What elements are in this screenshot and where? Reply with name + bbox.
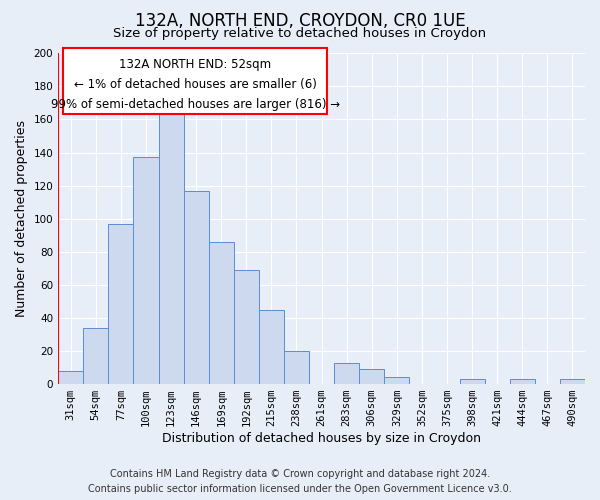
Y-axis label: Number of detached properties: Number of detached properties <box>15 120 28 317</box>
X-axis label: Distribution of detached houses by size in Croydon: Distribution of detached houses by size … <box>162 432 481 445</box>
Bar <box>133 158 158 384</box>
Bar <box>58 371 83 384</box>
Text: ← 1% of detached houses are smaller (6): ← 1% of detached houses are smaller (6) <box>74 78 317 91</box>
FancyBboxPatch shape <box>64 48 327 114</box>
Bar <box>209 242 234 384</box>
Text: 132A, NORTH END, CROYDON, CR0 1UE: 132A, NORTH END, CROYDON, CR0 1UE <box>134 12 466 30</box>
Bar <box>158 111 184 384</box>
Bar <box>109 224 133 384</box>
Text: Size of property relative to detached houses in Croydon: Size of property relative to detached ho… <box>113 28 487 40</box>
Bar <box>334 362 359 384</box>
Bar <box>234 270 259 384</box>
Bar <box>359 369 385 384</box>
Bar <box>460 379 485 384</box>
Bar <box>560 379 585 384</box>
Text: 99% of semi-detached houses are larger (816) →: 99% of semi-detached houses are larger (… <box>50 98 340 111</box>
Text: 132A NORTH END: 52sqm: 132A NORTH END: 52sqm <box>119 58 271 71</box>
Bar <box>510 379 535 384</box>
Bar <box>385 378 409 384</box>
Bar <box>184 190 209 384</box>
Bar <box>83 328 109 384</box>
Bar <box>259 310 284 384</box>
Bar <box>284 351 309 384</box>
Text: Contains HM Land Registry data © Crown copyright and database right 2024.
Contai: Contains HM Land Registry data © Crown c… <box>88 469 512 494</box>
